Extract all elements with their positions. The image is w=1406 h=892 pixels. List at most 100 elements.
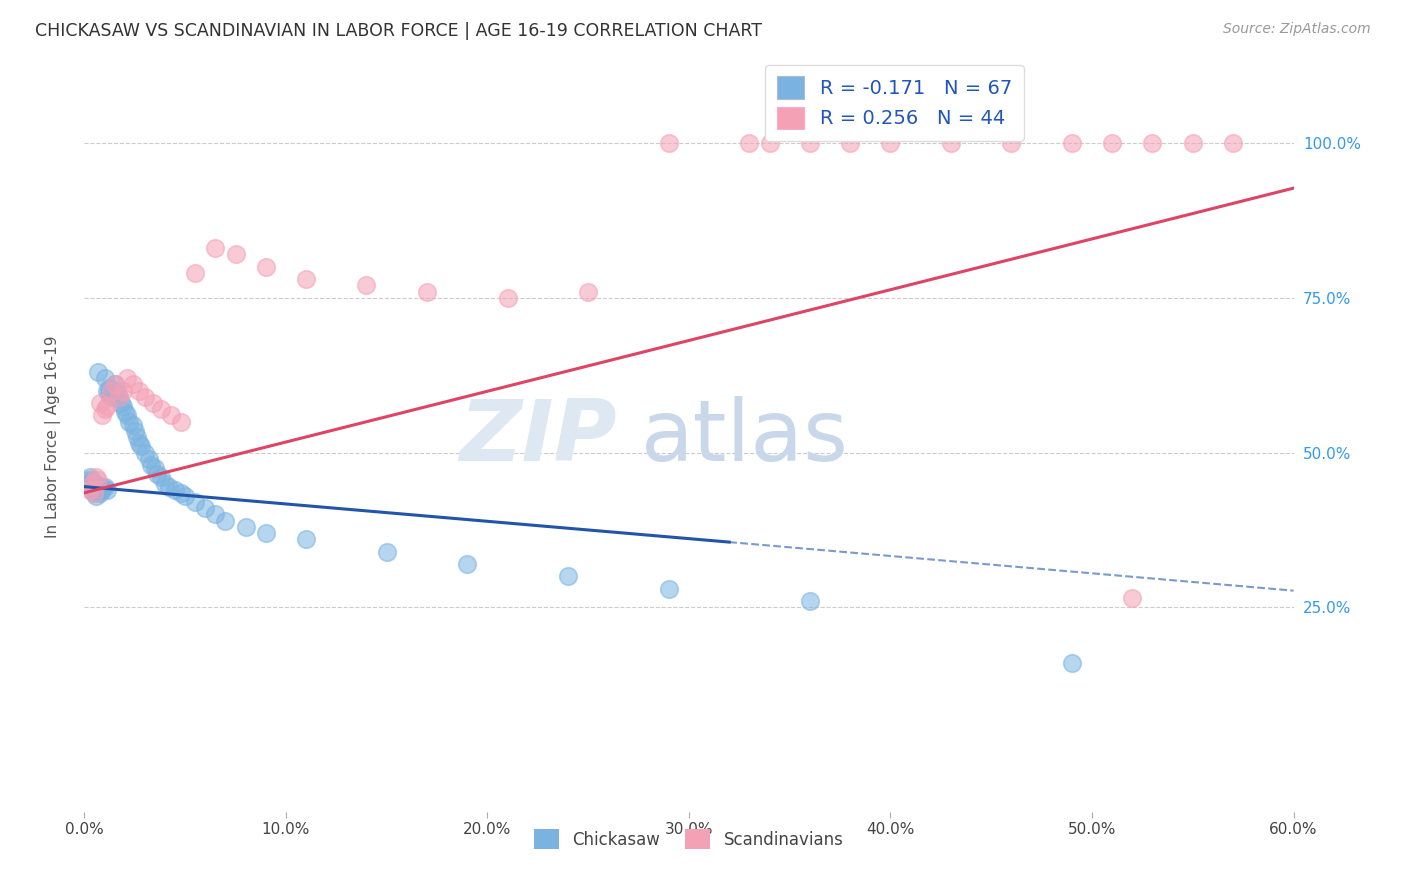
Point: [799, 136, 821, 150]
Point: [1101, 136, 1123, 150]
Point: [82, 483, 104, 497]
Point: [89, 485, 111, 500]
Point: [157, 480, 180, 494]
Point: [134, 445, 156, 459]
Point: [146, 467, 169, 482]
Point: [93, 371, 115, 385]
Point: [375, 544, 398, 558]
Point: [758, 136, 780, 150]
Point: [82, 480, 104, 494]
Point: [114, 405, 136, 419]
Point: [125, 430, 148, 444]
Point: [576, 285, 599, 299]
Point: [134, 390, 156, 404]
Point: [1060, 656, 1083, 670]
Point: [496, 291, 519, 305]
Point: [184, 495, 207, 509]
Point: [89, 396, 111, 410]
Point: [93, 402, 115, 417]
Point: [91, 483, 114, 497]
Point: [1000, 136, 1022, 150]
Point: [97, 386, 120, 401]
Point: [1222, 136, 1244, 150]
Point: [254, 526, 277, 541]
Point: [658, 582, 681, 596]
Point: [124, 424, 146, 438]
Point: [557, 569, 579, 583]
Point: [121, 417, 143, 432]
Point: [79, 470, 101, 484]
Point: [118, 415, 141, 429]
Point: [356, 278, 378, 293]
Point: [170, 485, 193, 500]
Point: [204, 508, 226, 522]
Point: [153, 476, 176, 491]
Point: [104, 377, 127, 392]
Point: [110, 396, 132, 410]
Point: [204, 241, 226, 255]
Point: [97, 380, 120, 394]
Point: [101, 386, 124, 401]
Text: atlas: atlas: [641, 395, 849, 479]
Text: Source: ZipAtlas.com: Source: ZipAtlas.com: [1223, 22, 1371, 37]
Point: [96, 384, 118, 398]
Point: [235, 520, 257, 534]
Point: [128, 384, 150, 398]
Point: [121, 377, 143, 392]
Point: [738, 136, 761, 150]
Point: [111, 384, 134, 398]
Point: [115, 371, 138, 385]
Point: [105, 384, 128, 398]
Point: [96, 483, 118, 497]
Point: [82, 476, 104, 491]
Point: [799, 594, 821, 608]
Point: [86, 483, 108, 497]
Point: [107, 390, 129, 404]
Point: [86, 470, 108, 484]
Point: [658, 136, 681, 150]
Point: [295, 272, 318, 286]
Point: [128, 436, 150, 450]
Point: [139, 458, 162, 472]
Text: ZIP: ZIP: [458, 395, 616, 479]
Point: [104, 377, 127, 392]
Point: [111, 399, 134, 413]
Point: [100, 384, 122, 398]
Point: [91, 409, 114, 423]
Point: [254, 260, 277, 274]
Point: [143, 461, 166, 475]
Point: [79, 483, 101, 497]
Y-axis label: In Labor Force | Age 16-19: In Labor Force | Age 16-19: [45, 335, 60, 539]
Point: [456, 557, 478, 571]
Point: [295, 533, 318, 547]
Point: [115, 409, 138, 423]
Point: [82, 474, 104, 488]
Point: [93, 480, 115, 494]
Point: [184, 266, 207, 280]
Point: [225, 247, 247, 261]
Point: [87, 480, 110, 494]
Point: [1121, 591, 1143, 605]
Text: CHICKASAW VS SCANDINAVIAN IN LABOR FORCE | AGE 16-19 CORRELATION CHART: CHICKASAW VS SCANDINAVIAN IN LABOR FORCE…: [35, 22, 762, 40]
Point: [165, 483, 187, 497]
Point: [100, 390, 122, 404]
Point: [89, 480, 111, 494]
Point: [129, 439, 152, 453]
Legend: Chickasaw, Scandinavians: Chickasaw, Scandinavians: [527, 822, 851, 855]
Point: [83, 480, 105, 494]
Point: [149, 402, 172, 417]
Point: [416, 285, 439, 299]
Point: [87, 474, 110, 488]
Point: [149, 470, 172, 484]
Point: [86, 489, 108, 503]
Point: [83, 476, 105, 491]
Point: [86, 476, 108, 491]
Point: [77, 474, 100, 488]
Point: [79, 476, 101, 491]
Point: [214, 514, 236, 528]
Point: [89, 483, 111, 497]
Point: [1181, 136, 1204, 150]
Point: [160, 409, 183, 423]
Point: [104, 390, 127, 404]
Point: [1060, 136, 1083, 150]
